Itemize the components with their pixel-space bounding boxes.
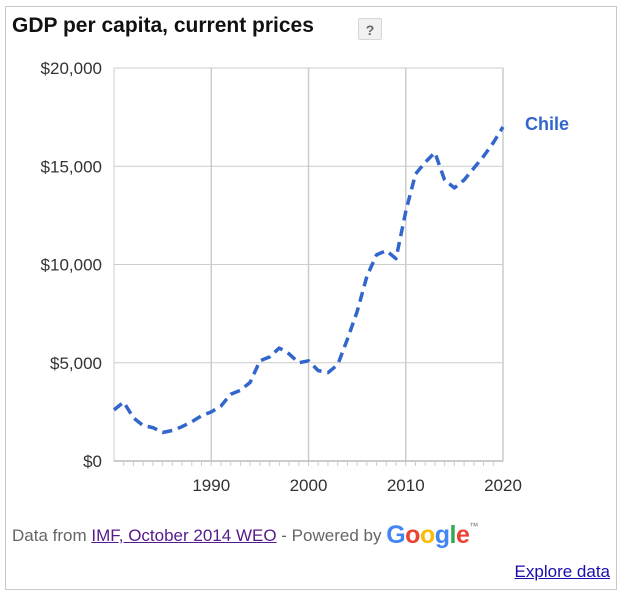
- data-point: [482, 155, 485, 158]
- x-tick-label: 2020: [484, 476, 522, 495]
- footer-prefix: Data from: [12, 526, 87, 545]
- data-point: [463, 179, 466, 182]
- series-group: Chile: [112, 114, 569, 435]
- data-point: [161, 431, 164, 434]
- footer: Data from IMF, October 2014 WEO - Powere…: [12, 521, 478, 550]
- data-point: [249, 381, 252, 384]
- series-label-chile: Chile: [525, 114, 569, 134]
- data-point: [142, 424, 145, 427]
- x-minor-ticks: [123, 461, 494, 466]
- data-point: [346, 338, 349, 341]
- data-point: [258, 359, 261, 362]
- y-tick-label: $5,000: [50, 354, 102, 373]
- data-point: [453, 186, 456, 189]
- data-point: [113, 408, 116, 411]
- data-point: [190, 420, 193, 423]
- data-point: [472, 167, 475, 170]
- data-point: [219, 404, 222, 407]
- x-tick-label: 2000: [290, 476, 328, 495]
- data-point: [375, 253, 378, 256]
- data-point: [395, 257, 398, 260]
- chart-grid: [113, 67, 504, 462]
- explore-data-link[interactable]: Explore data: [514, 562, 610, 581]
- data-point: [171, 429, 174, 432]
- data-point: [288, 352, 291, 355]
- data-point: [492, 141, 495, 144]
- data-point: [239, 389, 242, 392]
- x-tick-label: 2010: [387, 476, 425, 495]
- y-tick-label: $15,000: [41, 157, 102, 176]
- data-point: [122, 401, 125, 404]
- gdp-widget-card: [5, 6, 617, 590]
- data-point: [443, 179, 446, 182]
- data-point: [385, 249, 388, 252]
- data-point: [229, 393, 232, 396]
- chart-title: GDP per capita, current prices: [12, 14, 314, 37]
- x-tick-label: 1990: [192, 476, 230, 495]
- data-point: [365, 275, 368, 278]
- data-point: [502, 125, 505, 128]
- help-button[interactable]: ?: [358, 18, 382, 40]
- powered-by-text: - Powered by: [281, 526, 382, 545]
- data-point: [414, 173, 417, 176]
- data-point: [307, 359, 310, 362]
- data-point: [200, 414, 203, 417]
- data-point: [132, 416, 135, 419]
- google-logo[interactable]: Google™: [386, 521, 478, 549]
- data-point: [424, 161, 427, 164]
- data-point: [268, 355, 271, 358]
- y-axis-labels: $0 $5,000 $10,000 $15,000 $20,000: [41, 59, 102, 471]
- data-point: [433, 151, 436, 154]
- data-point: [181, 425, 184, 428]
- data-point: [278, 347, 281, 350]
- y-tick-label: $20,000: [41, 59, 102, 78]
- series-line-chile: [112, 125, 505, 435]
- data-point: [326, 371, 329, 374]
- data-point: [404, 210, 407, 213]
- data-point: [210, 410, 213, 413]
- x-axis-labels: 1990 2000 2010 2020: [192, 476, 522, 495]
- source-link[interactable]: IMF, October 2014 WEO: [91, 526, 277, 545]
- data-point: [356, 310, 359, 313]
- data-point: [336, 363, 339, 366]
- data-point: [317, 369, 320, 372]
- y-tick-label: $10,000: [41, 256, 102, 275]
- data-point: [151, 426, 154, 429]
- data-point: [297, 361, 300, 364]
- y-tick-label: $0: [83, 452, 102, 471]
